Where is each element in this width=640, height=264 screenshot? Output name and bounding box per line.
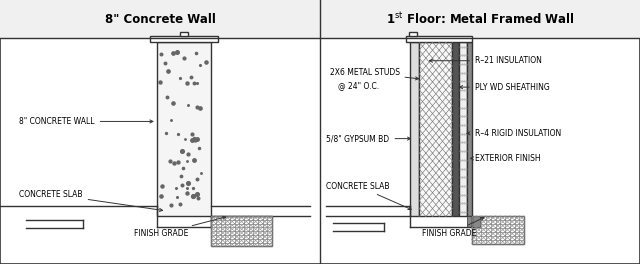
Bar — [452, 42, 459, 216]
Text: 8" CONCRETE WALL: 8" CONCRETE WALL — [19, 117, 153, 126]
Bar — [459, 42, 467, 216]
Text: CONCRETE SLAB: CONCRETE SLAB — [19, 190, 163, 211]
Bar — [409, 32, 417, 36]
Text: 8" Concrete Wall: 8" Concrete Wall — [104, 12, 216, 26]
Text: CONCRETE SLAB: CONCRETE SLAB — [326, 182, 411, 210]
Text: 1$^{\mathsf{st}}$ Floor: Metal Framed Wall: 1$^{\mathsf{st}}$ Floor: Metal Framed Wa… — [386, 11, 574, 27]
Bar — [419, 42, 452, 216]
Text: 5/8" GYPSUM BD: 5/8" GYPSUM BD — [326, 134, 410, 143]
Bar — [179, 32, 188, 36]
Bar — [157, 42, 211, 216]
Bar — [472, 216, 524, 244]
Bar — [467, 216, 480, 227]
Text: EXTERIOR FINISH: EXTERIOR FINISH — [470, 154, 541, 163]
Text: @ 24" O.C.: @ 24" O.C. — [338, 81, 379, 90]
Bar — [150, 36, 218, 42]
Text: R–4 RIGID INSULATION: R–4 RIGID INSULATION — [467, 129, 561, 138]
Bar — [0, 0, 640, 38]
Text: FINISH GRADE: FINISH GRADE — [422, 218, 484, 238]
Bar — [211, 216, 272, 246]
Text: FINISH GRADE: FINISH GRADE — [134, 216, 226, 238]
Bar — [406, 36, 472, 42]
Text: R–21 INSULATION: R–21 INSULATION — [429, 56, 541, 65]
Bar — [410, 42, 419, 216]
Text: 2X6 METAL STUDS: 2X6 METAL STUDS — [330, 68, 419, 80]
Bar — [467, 42, 472, 216]
Text: PLY WD SHEATHING: PLY WD SHEATHING — [460, 83, 550, 92]
